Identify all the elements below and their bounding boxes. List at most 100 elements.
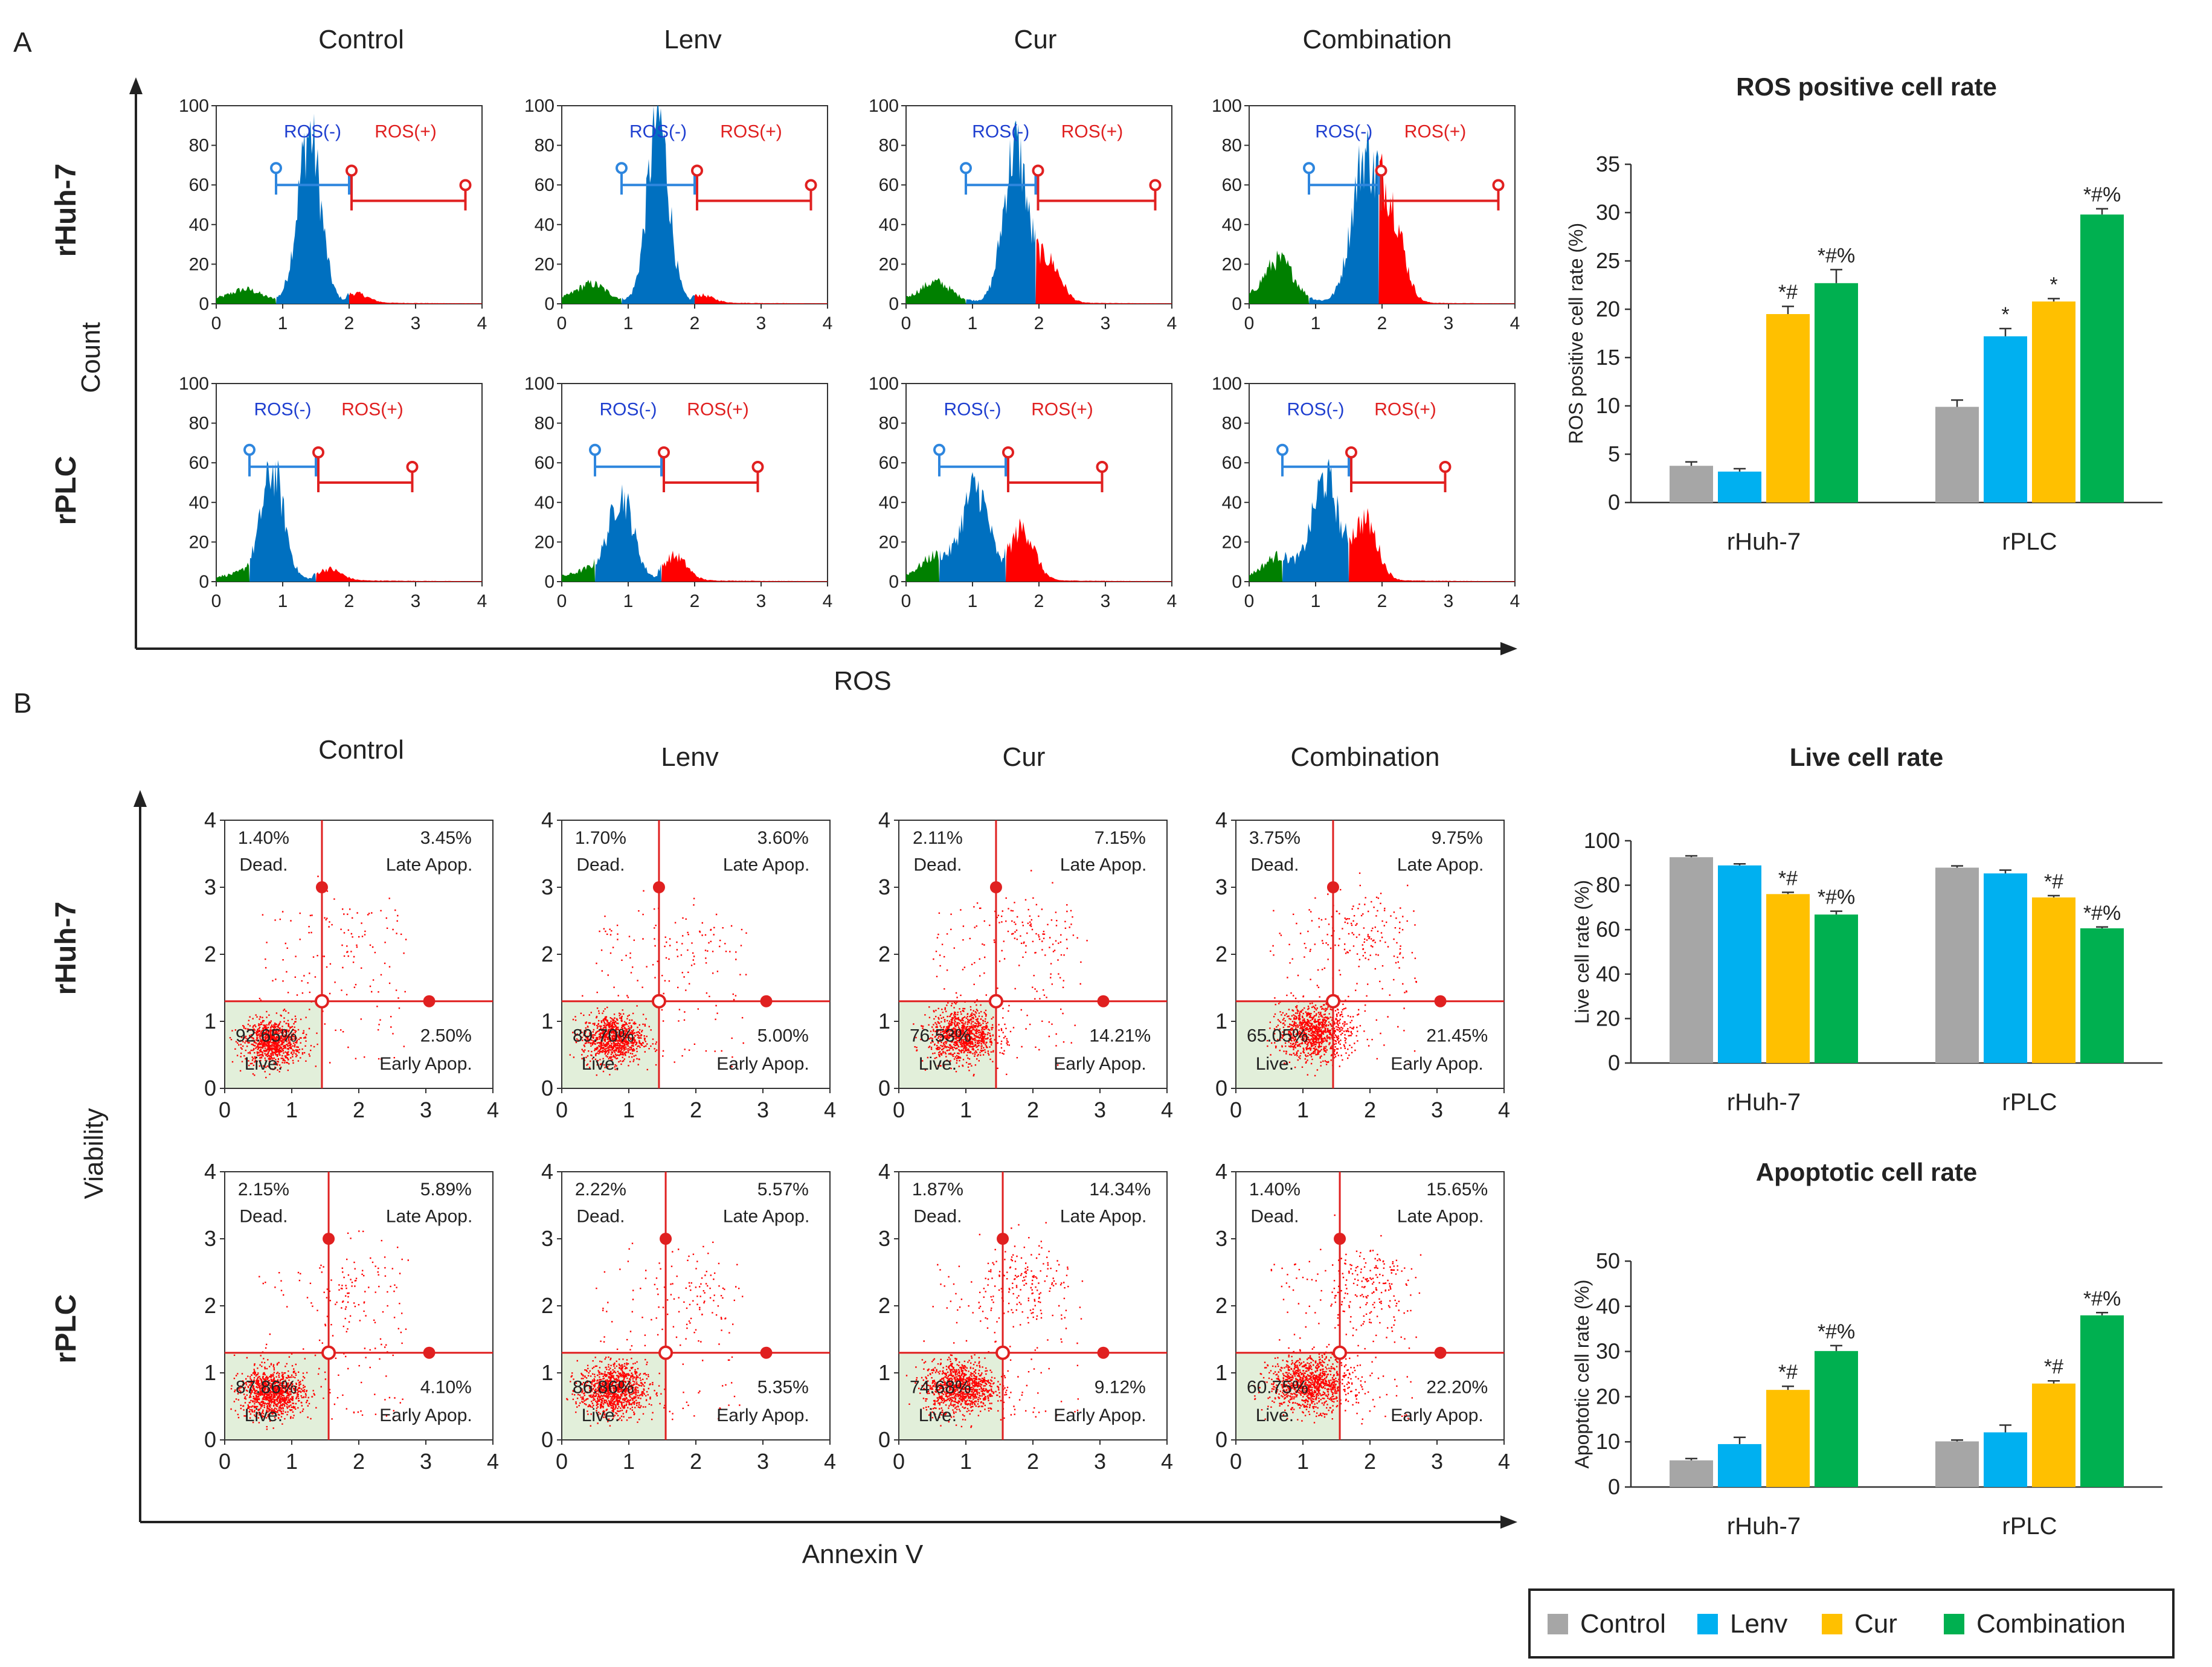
- bar-combination: [2080, 928, 2124, 1063]
- histogram-y-tick-label: 0: [199, 294, 209, 314]
- ros-positive-gate-label: ROS(+): [1031, 399, 1093, 419]
- histogram-y-tick-label: 0: [889, 572, 899, 592]
- early-percent: 22.20%: [1426, 1377, 1488, 1397]
- dotplot-y-tick-label: 0: [878, 1427, 890, 1452]
- bar-lenv: [1984, 1432, 2027, 1487]
- histogram-x-tick-label: 4: [1510, 591, 1520, 611]
- early-percent: 14.21%: [1089, 1026, 1151, 1045]
- ros-negative-gate-label: ROS(-): [254, 399, 312, 419]
- ros-positive-gate-handle: [658, 446, 670, 458]
- bar-chart-y-tick-label: 20: [1596, 1384, 1620, 1408]
- quadrant-center-handle: [658, 1345, 674, 1360]
- quadrant-right-handle: [760, 995, 773, 1007]
- ros-positive-gate-handle: [1032, 164, 1044, 177]
- histogram-x-tick-label: 2: [1377, 313, 1387, 333]
- ros-positive-gate-label: ROS(+): [1374, 399, 1436, 419]
- quadrant-top-handle: [997, 1233, 1009, 1245]
- histogram-x-tick-label: 3: [411, 313, 421, 333]
- histogram-debris-area: [1249, 550, 1282, 582]
- histogram-x-tick-label: 2: [344, 591, 355, 611]
- ros-positive-gate-handle: [1492, 179, 1505, 191]
- late-percent: 5.89%: [420, 1180, 472, 1200]
- ros-negative-gate-handle: [616, 162, 628, 175]
- live-label: Live.: [919, 1054, 957, 1074]
- significance-marker-combination: *#%: [1818, 1320, 1855, 1343]
- significance-marker-cur: *#: [2044, 1355, 2063, 1378]
- event-dots: [566, 1236, 744, 1427]
- dotplot-x-tick-label: 0: [893, 1097, 905, 1122]
- histogram-x-tick-label: 1: [278, 313, 288, 333]
- dead-percent: 1.40%: [238, 828, 289, 848]
- histogram-y-tick-label: 40: [535, 215, 555, 235]
- histogram-debris-area: [562, 559, 595, 582]
- histogram-y-tick-label: 0: [1232, 294, 1242, 314]
- histogram-ros-positive-area: [661, 550, 828, 582]
- dotplot-x-tick-label: 2: [690, 1449, 702, 1474]
- histogram-ros-positive-area: [1378, 153, 1515, 304]
- legend: Control Lenv Cur Combination: [1528, 1588, 2175, 1659]
- early-label: Early Apop.: [379, 1054, 472, 1074]
- dotplot-x-tick-label: 4: [1161, 1449, 1173, 1474]
- bar-chart-y-tick-label: 10: [1596, 393, 1620, 418]
- ros-positive-gate-handle: [805, 179, 817, 191]
- panel-letter-a: A: [13, 27, 32, 58]
- histogram-debris-area: [216, 562, 249, 582]
- dotplot-x-tick-label: 3: [1431, 1097, 1443, 1122]
- ros-negative-gate-label: ROS(-): [1315, 121, 1372, 141]
- bar-chart-y-tick-label: 40: [1596, 962, 1620, 986]
- dotplot-y-tick-label: 4: [541, 808, 553, 832]
- histogram-y-tick-label: 80: [1222, 136, 1242, 156]
- apo-y-axis-label: Viability: [79, 1108, 109, 1200]
- bar-chart-y-tick-label: 15: [1596, 345, 1620, 370]
- histogram-y-tick-label: 80: [879, 414, 899, 434]
- dotplot-x-tick-label: 3: [1094, 1097, 1106, 1122]
- bar-cur: [2032, 301, 2075, 503]
- dotplot-y-tick-label: 4: [1215, 808, 1227, 832]
- ros-negative-gate-handle: [960, 162, 972, 175]
- histogram-x-tick-label: 1: [278, 591, 288, 611]
- apo-row-label-rhuh7: rHuh-7: [50, 902, 82, 995]
- histogram-y-tick-label: 100: [869, 96, 899, 116]
- dotplot-x-tick-label: 4: [1498, 1449, 1510, 1474]
- ros-negative-gate-label: ROS(-): [284, 121, 341, 141]
- dotplot-x-tick-label: 4: [824, 1097, 836, 1122]
- ros-positive-gate-handle: [459, 179, 472, 191]
- quadrant-right-handle: [423, 995, 436, 1007]
- ros-negative-gate-label: ROS(-): [629, 121, 687, 141]
- histogram-ros-positive-area: [316, 566, 482, 582]
- legend-label-control: Control: [1580, 1609, 1666, 1639]
- bar-chart-2: Apoptotic cell rate Apoptotic cell rate (…: [1571, 1158, 2162, 1540]
- ros-positive-gate-handle: [346, 164, 358, 177]
- bar-chart-y-tick-label: 5: [1608, 442, 1620, 466]
- dotplot-x-tick-label: 1: [286, 1449, 298, 1474]
- histogram-x-tick-label: 4: [477, 591, 487, 611]
- ros-header-control: Control: [318, 25, 404, 54]
- dotplot-x-tick-label: 1: [960, 1449, 972, 1474]
- quadrant-top-handle: [315, 881, 328, 893]
- ros-header-cur: Cur: [1014, 25, 1057, 54]
- bar-lenv: [1718, 1444, 1761, 1487]
- dotplot-x-tick-label: 4: [487, 1449, 499, 1474]
- histogram-y-tick-label: 20: [1222, 532, 1242, 552]
- dotplot-x-tick-label: 3: [420, 1097, 432, 1122]
- bar-chart-y-tick-label: 35: [1596, 152, 1620, 176]
- quadrant-center-handle: [1325, 994, 1340, 1009]
- bar-chart-y-tick-label: 30: [1596, 200, 1620, 225]
- histogram-x-tick-label: 0: [1244, 313, 1255, 333]
- ros-negative-gate-handle: [270, 162, 282, 175]
- histogram-y-tick-label: 100: [869, 374, 899, 394]
- histogram-ros-positive-area: [1006, 518, 1172, 582]
- event-dots: [230, 1230, 409, 1430]
- quadrant-top-handle: [660, 1233, 672, 1245]
- ros-positive-gate-handle: [1096, 461, 1108, 473]
- dotplot-y-tick-label: 0: [1215, 1076, 1227, 1100]
- dotplot-x-tick-label: 3: [1094, 1449, 1106, 1474]
- histogram-y-tick-label: 0: [544, 572, 555, 592]
- bar-chart-category-label: rPLC: [2002, 528, 2057, 555]
- histogram-debris-area: [216, 286, 276, 304]
- histogram-x-tick-label: 1: [623, 313, 634, 333]
- late-label: Late Apop.: [1060, 1206, 1146, 1226]
- dead-percent: 1.40%: [1249, 1180, 1301, 1200]
- dotplot-y-tick-label: 2: [878, 942, 890, 966]
